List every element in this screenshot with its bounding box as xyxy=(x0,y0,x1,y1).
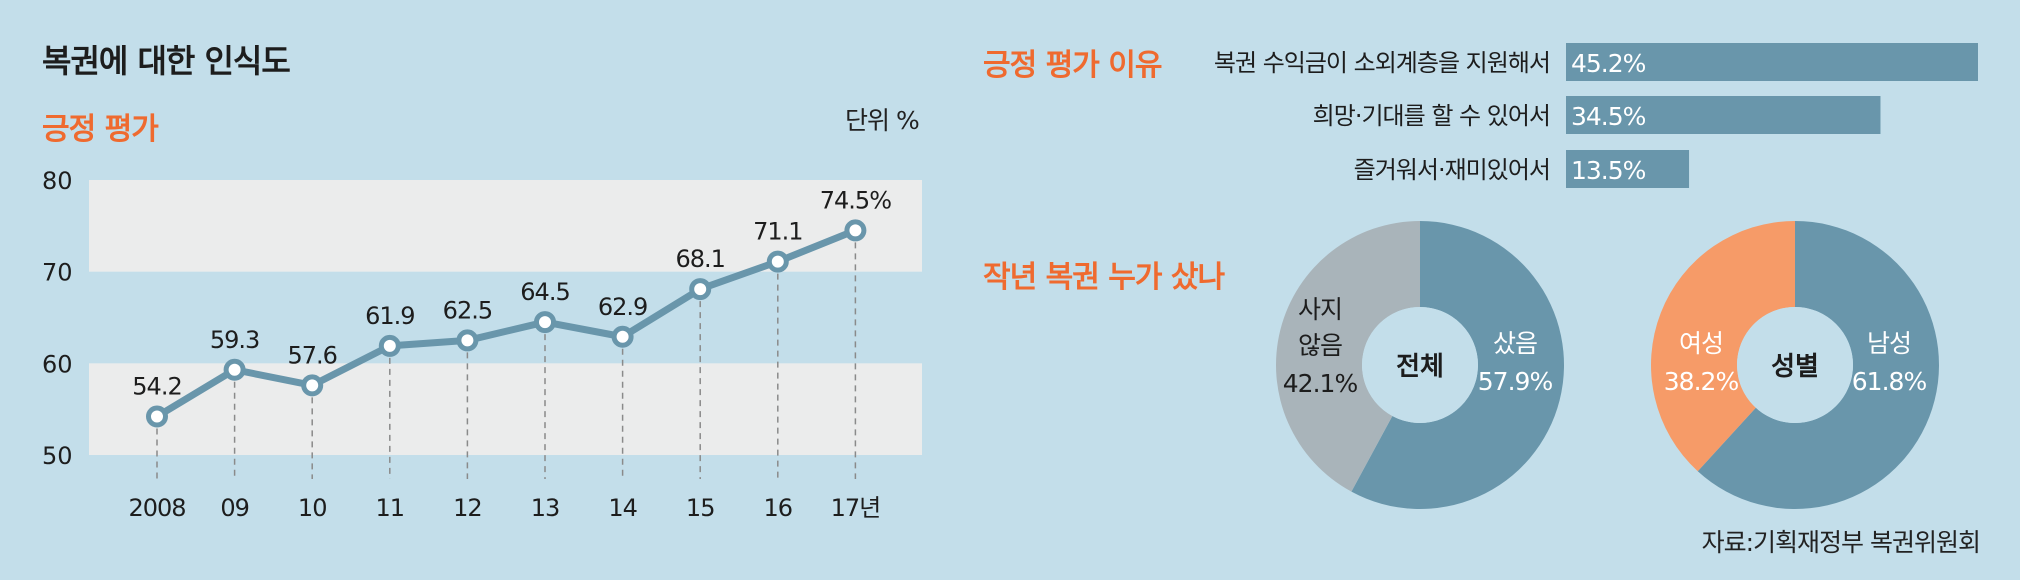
donut-slice xyxy=(1697,221,1939,509)
x-tick-label: 16 xyxy=(764,494,793,522)
data-point xyxy=(456,329,479,352)
data-point xyxy=(689,278,712,301)
slice-name-label: 샀음 xyxy=(1493,329,1537,358)
unit-label: 단위 % xyxy=(845,106,920,135)
x-tick-label: 17년 xyxy=(831,494,881,522)
line-chart: 50 60 70 80 54.2 59.3 57.6 61.9 62.5 64.5 62.9 68.1… xyxy=(42,167,922,522)
data-point xyxy=(223,358,246,381)
bar-value-label: 13.5% xyxy=(1571,156,1646,185)
bar xyxy=(1566,43,1978,81)
donut-chart-gender: 성별 남성 61.8% 여성 38.2% xyxy=(1651,221,1939,509)
donut-center-label: 성별 xyxy=(1771,352,1819,382)
slice-value-label: 57.9% xyxy=(1478,367,1553,396)
bar-chart: 복권 수익금이 소외계층을 지원해서 45.2% 희망·기대를 할 수 있어서 34.… xyxy=(1214,43,1978,188)
bar-category-label: 즐거워서·재미있어서 xyxy=(1354,156,1550,184)
donut-center-label: 전체 xyxy=(1396,352,1444,382)
y-tick-label: 80 xyxy=(42,167,73,195)
data-label: 68.1 xyxy=(675,245,724,273)
slice-name-label: 남성 xyxy=(1867,329,1911,358)
slice-value-label: 42.1% xyxy=(1283,369,1358,398)
data-point xyxy=(534,311,556,334)
data-point xyxy=(301,374,324,397)
donut-slice xyxy=(1351,221,1564,509)
x-tick-label: 15 xyxy=(686,494,715,522)
band-50-60 xyxy=(89,363,922,455)
data-label: 62.5 xyxy=(443,296,492,324)
series-line xyxy=(153,226,859,420)
bar xyxy=(1566,150,1690,188)
slice-value-label: 38.2% xyxy=(1664,367,1739,396)
x-tick-label: 11 xyxy=(376,494,405,522)
y-tick-label: 50 xyxy=(42,442,73,470)
slice-value-label: 61.8% xyxy=(1852,367,1927,396)
source-note: 자료:기획재정부 복권위원회 xyxy=(1701,528,1981,557)
data-label: 64.5 xyxy=(520,278,569,306)
slice-name-label: 여성 xyxy=(1679,329,1723,358)
slice-name-label: 않음 xyxy=(1298,331,1342,360)
donut-hole xyxy=(1362,307,1478,423)
bar-value-label: 45.2% xyxy=(1571,49,1646,78)
data-point xyxy=(378,334,401,357)
y-tick-label: 60 xyxy=(42,350,73,378)
data-label: 61.9 xyxy=(365,302,414,330)
slice-name-label: 사지 xyxy=(1298,295,1342,324)
bar-value-label: 34.5% xyxy=(1571,102,1646,131)
bar-category-label: 희망·기대를 할 수 있어서 xyxy=(1313,102,1550,130)
main-title: 복권에 대한 인식도 xyxy=(42,42,291,80)
x-tick-label: 10 xyxy=(298,494,327,522)
data-point xyxy=(611,325,634,348)
x-tick-label: 12 xyxy=(453,494,482,522)
data-point xyxy=(146,405,168,428)
x-tick-label: 13 xyxy=(531,494,560,522)
data-point xyxy=(844,219,867,242)
bar-chart-title: 긍정 평가 이유 xyxy=(983,48,1162,83)
x-tick-label: 09 xyxy=(220,494,249,522)
data-point xyxy=(766,250,789,273)
data-label: 59.3 xyxy=(210,326,259,354)
donut-hole xyxy=(1737,307,1853,423)
data-label: 71.1 xyxy=(753,218,802,246)
bar xyxy=(1566,96,1881,134)
x-tick-label: 14 xyxy=(608,494,637,522)
x-tick-label: 2008 xyxy=(128,494,185,522)
bar-category-label: 복권 수익금이 소외계층을 지원해서 xyxy=(1214,49,1550,77)
data-label: 62.9 xyxy=(598,293,647,321)
data-label: 74.5% xyxy=(820,186,891,214)
donut-slice xyxy=(1276,221,1420,492)
line-chart-title: 긍정 평가 xyxy=(42,112,159,147)
y-tick-label: 70 xyxy=(42,259,73,287)
data-label: 57.6 xyxy=(287,341,336,369)
data-label: 54.2 xyxy=(132,373,181,401)
donut-chart-title: 작년 복권 누가 샀나 xyxy=(983,260,1225,295)
donut-slice xyxy=(1651,221,1795,472)
